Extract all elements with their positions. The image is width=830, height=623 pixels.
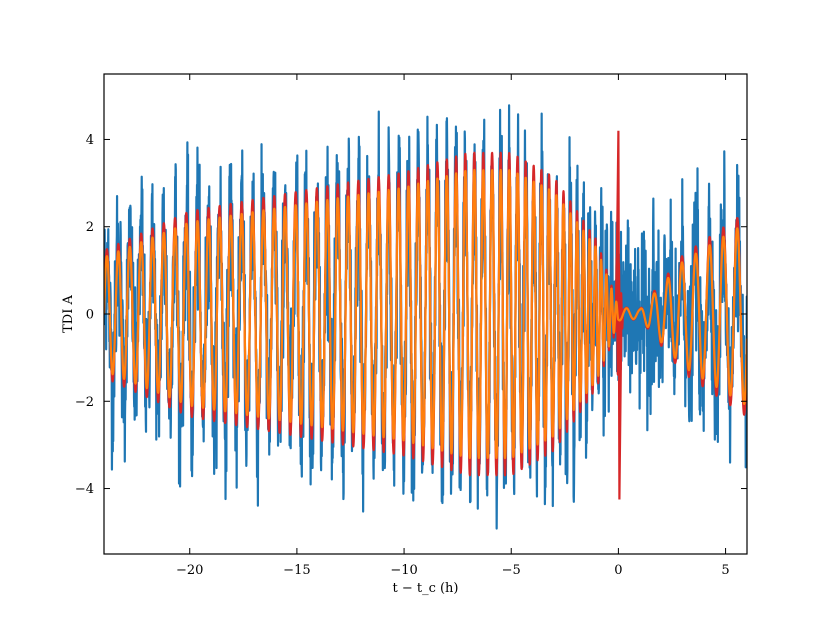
y-tick-label: 0 <box>86 308 94 323</box>
y-tick-label: −2 <box>75 395 94 410</box>
x-axis-label: t − t_c (h) <box>392 581 458 596</box>
series-line-recovered-signal <box>104 168 747 460</box>
x-tick-label: −5 <box>502 563 521 578</box>
x-tick-label: 0 <box>614 563 622 578</box>
x-tick-label: 5 <box>721 563 729 578</box>
y-axis-label: TDI A <box>61 295 76 333</box>
y-tick-label: 4 <box>86 133 94 148</box>
series-layer <box>104 104 747 530</box>
x-tick-label: −10 <box>390 563 417 578</box>
y-tick-label: 2 <box>86 220 94 235</box>
x-tick-label: −20 <box>176 563 203 578</box>
merger-spike <box>615 130 623 500</box>
y-tick-label: −4 <box>75 482 94 497</box>
x-tick-label: −15 <box>283 563 310 578</box>
